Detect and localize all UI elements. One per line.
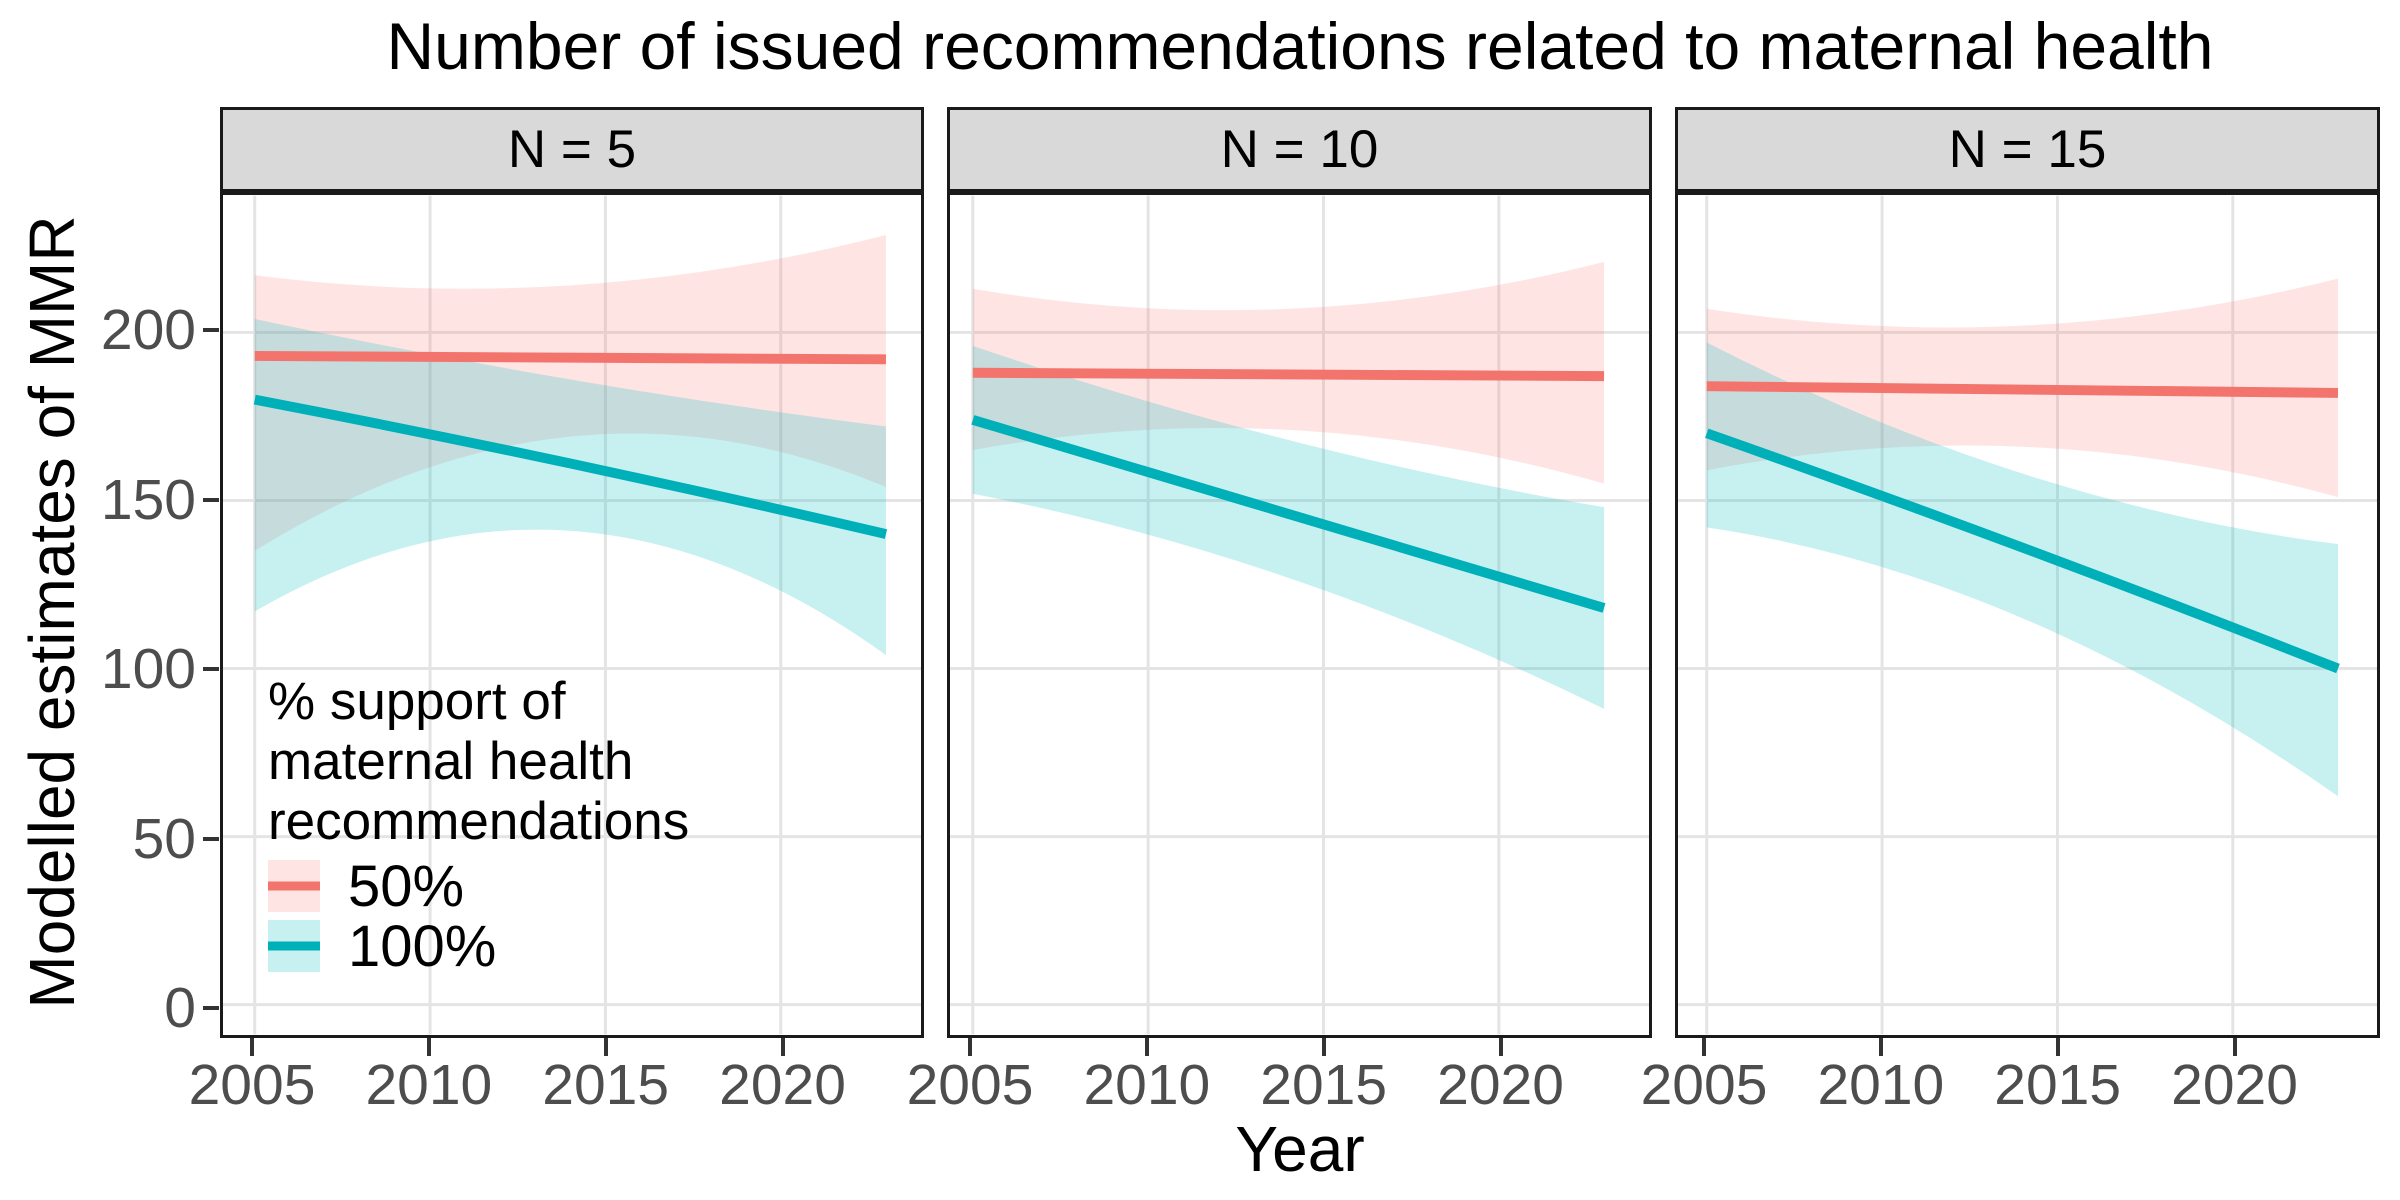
y-tick-mark xyxy=(203,497,219,502)
x-tick-mark xyxy=(1144,1038,1149,1056)
x-tick-mark xyxy=(968,1038,972,1056)
panel-canvas xyxy=(950,195,1649,1035)
x-tick-label: 2020 xyxy=(2171,1053,2298,1117)
panel xyxy=(1675,192,2380,1038)
legend: % support of maternal health recommendat… xyxy=(252,672,690,979)
panel xyxy=(220,192,924,1038)
legend-title-line: % support of xyxy=(268,672,566,731)
legend-entry: 100% xyxy=(252,914,689,979)
y-tick-label: 100 xyxy=(100,637,196,701)
x-tick-mark xyxy=(1498,1038,1503,1056)
facet-strip: N = 15 xyxy=(1675,107,2380,192)
trend-line-100 xyxy=(971,415,1606,613)
trend-line-100 xyxy=(1705,428,2340,674)
x-axis-title: Year xyxy=(1235,1113,1365,1185)
x-tick-mark xyxy=(780,1038,785,1056)
x-tick-mark xyxy=(603,1038,608,1056)
y-tick-label: 150 xyxy=(100,467,196,532)
facet-strip: N = 10 xyxy=(947,107,1652,192)
x-tick-label: 2010 xyxy=(1817,1053,1945,1117)
y-tick-label: 200 xyxy=(100,298,196,362)
legend-key-line xyxy=(268,881,320,891)
legend-entries: 50% 100% xyxy=(252,854,689,979)
legend-entry-label: 50% xyxy=(348,853,465,919)
y-tick-mark xyxy=(203,1006,219,1010)
x-tick-mark xyxy=(2232,1038,2237,1056)
facet-strip-label: N = 10 xyxy=(1220,120,1379,179)
y-tick-mark xyxy=(203,667,219,671)
y-tick-label: 50 xyxy=(132,806,196,871)
legend-key-line xyxy=(268,941,320,951)
legend-swatch xyxy=(268,920,320,972)
trend-line-100 xyxy=(253,394,888,539)
facet-strip-label: N = 5 xyxy=(507,120,637,179)
x-tick-mark xyxy=(250,1038,254,1056)
x-tick-mark xyxy=(1321,1038,1326,1056)
x-tick-mark xyxy=(426,1038,431,1056)
y-tick-mark xyxy=(203,328,219,332)
trend-line-50 xyxy=(1706,381,2339,398)
panel-canvas xyxy=(1678,195,2377,1035)
panel-canvas xyxy=(223,195,921,1035)
x-tick-label: 2020 xyxy=(1437,1053,1564,1117)
chart-title: Number of issued recommendations related… xyxy=(386,9,2214,83)
legend-title-line: recommendations xyxy=(268,792,690,851)
x-tick-label: 2010 xyxy=(1083,1053,1211,1117)
x-tick-label: 2005 xyxy=(906,1053,1034,1117)
legend-title-line: maternal health xyxy=(268,732,634,791)
legend-entry: 50% xyxy=(252,854,689,919)
facet-strip: N = 5 xyxy=(220,107,924,192)
y-tick-mark xyxy=(203,836,219,841)
x-tick-label: 2005 xyxy=(1640,1053,1768,1117)
x-tick-label: 2010 xyxy=(365,1053,493,1117)
x-tick-label: 2005 xyxy=(188,1053,316,1117)
ci-ribbon-100 xyxy=(972,345,1605,709)
trend-line-50 xyxy=(254,350,886,365)
x-tick-label: 2015 xyxy=(1994,1053,2122,1117)
panel xyxy=(947,192,1652,1038)
ci-ribbon-100 xyxy=(254,318,886,656)
legend-entry-label: 100% xyxy=(348,913,497,979)
x-tick-label: 2015 xyxy=(1260,1053,1388,1117)
legend-swatch xyxy=(268,860,320,912)
x-tick-mark xyxy=(2055,1038,2060,1056)
x-tick-mark xyxy=(1878,1038,1883,1056)
facet-strip-label: N = 15 xyxy=(1948,120,2107,179)
x-tick-mark xyxy=(1702,1038,1706,1056)
ci-ribbon-50 xyxy=(254,234,886,551)
x-tick-label: 2015 xyxy=(542,1053,670,1117)
ci-ribbon-100 xyxy=(1706,342,2338,797)
x-tick-label: 2020 xyxy=(719,1053,846,1117)
trend-line-50 xyxy=(972,367,1605,382)
y-tick-label: 0 xyxy=(164,976,196,1040)
